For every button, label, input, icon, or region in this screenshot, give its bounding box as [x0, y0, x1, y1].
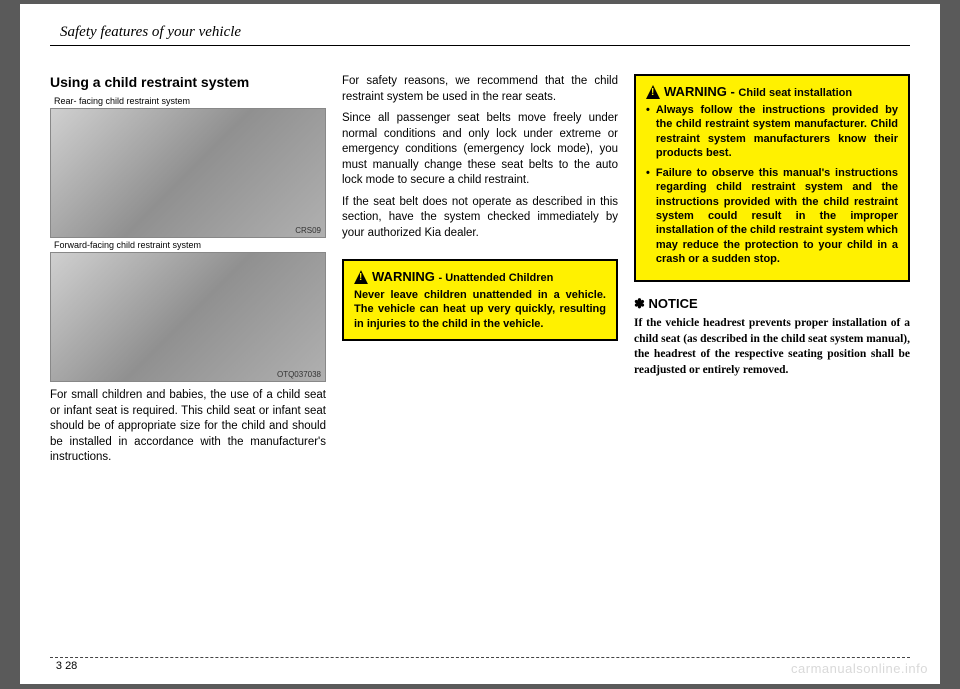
- paragraph: For small children and babies, the use o…: [50, 388, 326, 466]
- section-heading: Using a child restraint system: [50, 74, 326, 90]
- column-3: WARNING - Child seat installation Always…: [634, 74, 910, 634]
- content-columns: Using a child restraint system Rear- fac…: [50, 74, 910, 634]
- warning-bullet: Failure to observe this manual's instruc…: [656, 166, 898, 266]
- page-number: 28: [65, 660, 77, 672]
- figure-code-2: OTQ037038: [277, 370, 321, 379]
- figure-caption-2: Forward-facing child restraint system: [50, 238, 326, 252]
- paragraph: Since all passenger seat belts move free…: [342, 111, 618, 189]
- warning-body: Always follow the instructions provided …: [646, 103, 898, 266]
- warning-icon: [354, 270, 368, 284]
- warning-box-unattended: WARNING - Unattended Children Never leav…: [342, 259, 618, 341]
- section-number: 3: [50, 660, 62, 672]
- figure-1: CRS09: [50, 108, 326, 238]
- warning-label: WARNING -: [664, 84, 735, 99]
- column-2: For safety reasons, we recommend that th…: [342, 74, 618, 634]
- warning-label: WARNING: [372, 269, 435, 284]
- warning-title: WARNING - Unattended Children: [354, 269, 606, 284]
- warning-bullet: Always follow the instructions provided …: [656, 103, 898, 160]
- paragraph: If the seat belt does not operate as des…: [342, 195, 618, 242]
- warning-title: WARNING - Child seat installation: [646, 84, 898, 99]
- paragraph: For safety reasons, we recommend that th…: [342, 74, 618, 105]
- warning-subtitle: - Unattended Children: [438, 272, 553, 284]
- warning-icon: [646, 85, 660, 99]
- watermark: carmanualsonline.info: [791, 661, 928, 676]
- figure-caption-1: Rear- facing child restraint system: [50, 94, 326, 108]
- manual-page: Safety features of your vehicle Using a …: [20, 4, 940, 684]
- notice-heading: NOTICE: [634, 296, 910, 312]
- page-footer: 3 28: [50, 657, 910, 672]
- figure-code-1: CRS09: [295, 226, 321, 235]
- page-header: Safety features of your vehicle: [50, 24, 910, 46]
- notice-body: If the vehicle headrest prevents proper …: [634, 316, 910, 378]
- warning-box-childseat: WARNING - Child seat installation Always…: [634, 74, 910, 282]
- warning-body: Never leave children unattended in a veh…: [354, 288, 606, 331]
- column-1: Using a child restraint system Rear- fac…: [50, 74, 326, 634]
- figure-2: OTQ037038: [50, 252, 326, 382]
- warning-subtitle: Child seat installation: [738, 87, 852, 99]
